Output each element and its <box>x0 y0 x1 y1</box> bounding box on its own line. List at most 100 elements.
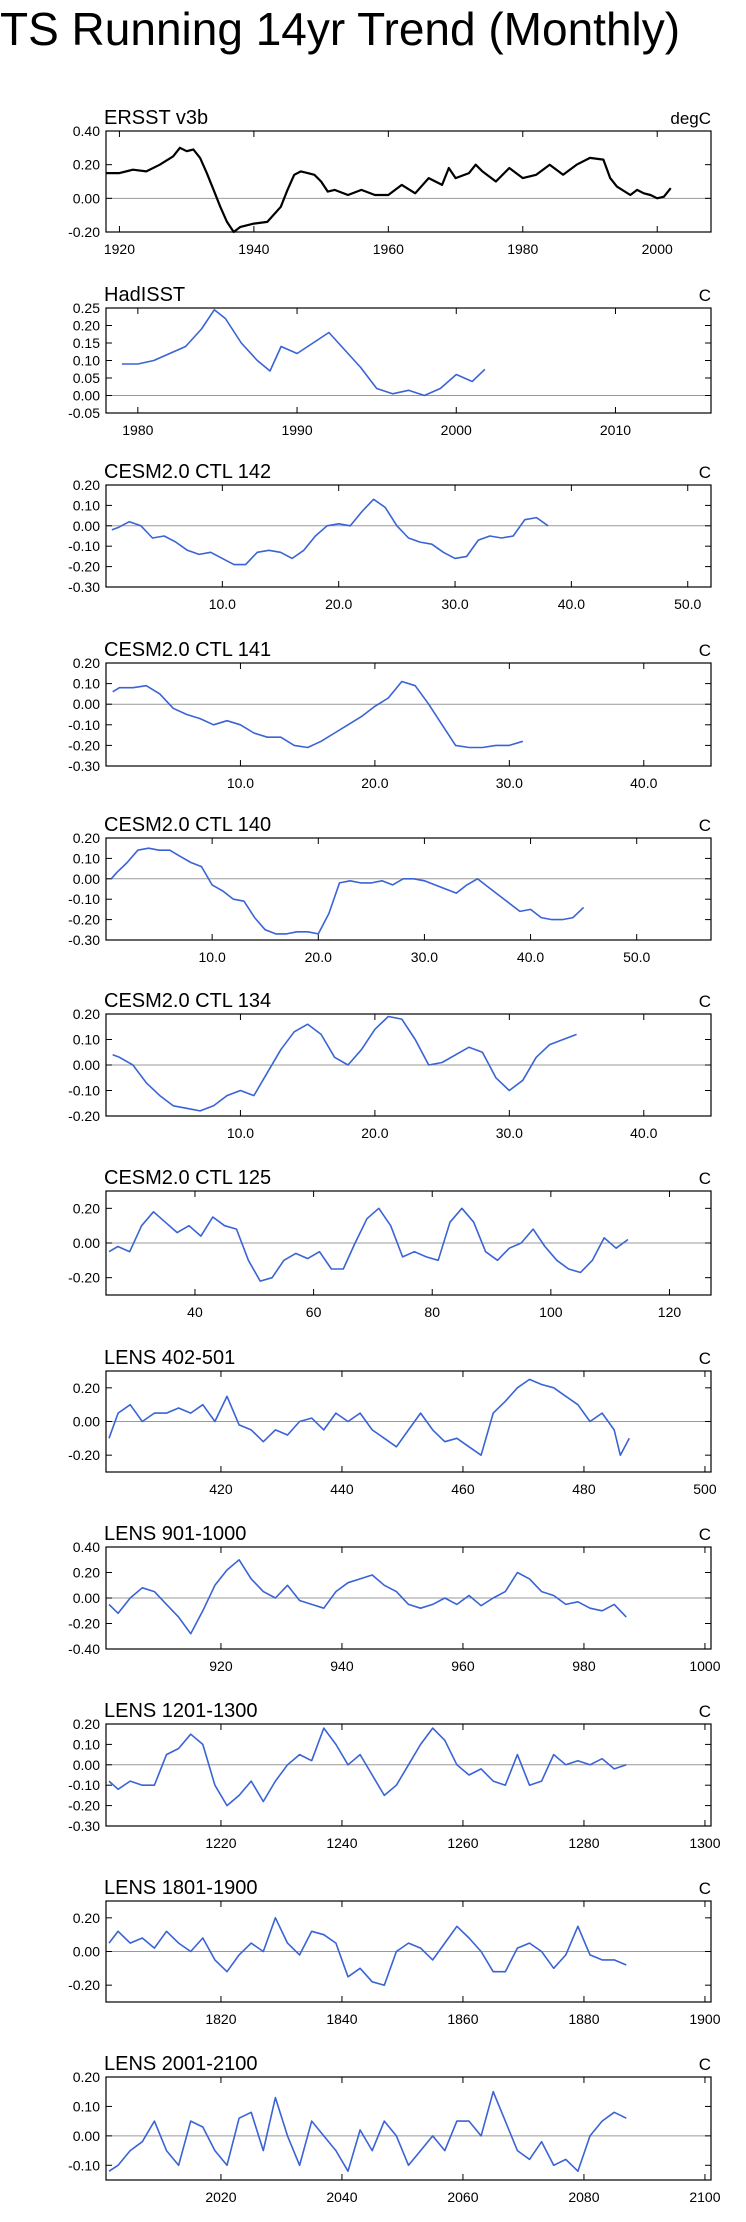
x-tick-label: 2000 <box>441 422 472 438</box>
x-tick-label: 30.0 <box>411 949 438 965</box>
x-tick-label: 80 <box>424 1304 440 1320</box>
units-label: degC <box>670 109 711 128</box>
y-tick-label: -0.20 <box>68 912 100 928</box>
x-tick-label: 20.0 <box>361 775 388 791</box>
y-tick-label: 0.20 <box>73 2069 100 2085</box>
y-tick-label: 0.20 <box>73 830 100 846</box>
x-tick-label: 20.0 <box>305 949 332 965</box>
y-tick-label: 0.00 <box>73 1944 100 1960</box>
x-tick-label: 1820 <box>205 2011 236 2027</box>
x-tick-label: 10.0 <box>199 949 226 965</box>
x-tick-label: 1260 <box>447 1835 478 1851</box>
y-tick-label: 0.10 <box>73 497 100 513</box>
x-tick-label: 2080 <box>568 2189 599 2205</box>
units-label: C <box>699 1349 711 1368</box>
y-tick-label: 0.10 <box>73 1736 100 1752</box>
x-tick-label: 1960 <box>373 241 404 257</box>
x-tick-label: 1240 <box>326 1835 357 1851</box>
plot-frame <box>105 307 712 414</box>
y-tick-label: -0.10 <box>68 717 100 733</box>
x-tick-label: 2060 <box>447 2189 478 2205</box>
y-tick-label: -0.20 <box>68 1977 100 1993</box>
x-tick-label: 960 <box>451 1658 475 1674</box>
x-tick-label: 50.0 <box>674 596 701 612</box>
x-tick-label: 10.0 <box>227 775 254 791</box>
y-tick-label: 0.15 <box>73 335 100 351</box>
x-tick-label: 40.0 <box>517 949 544 965</box>
y-tick-label: 0.25 <box>73 300 100 316</box>
y-tick-label: 0.00 <box>73 1414 100 1430</box>
plot-frame <box>105 837 712 941</box>
units-label: C <box>699 1525 711 1544</box>
y-tick-label: -0.20 <box>68 737 100 753</box>
series-line <box>108 2090 627 2172</box>
y-tick-label: 0.00 <box>73 2128 100 2144</box>
x-tick-label: 1840 <box>326 2011 357 2027</box>
x-tick-label: 2100 <box>689 2189 720 2205</box>
panel-title: LENS 1801-1900 <box>104 1877 257 1899</box>
units-label: C <box>699 2055 711 2074</box>
series-line <box>108 1559 627 1635</box>
panel-title: CESM2.0 CTL 142 <box>104 461 271 483</box>
y-tick-label: -0.30 <box>68 758 100 774</box>
x-tick-label: 1860 <box>447 2011 478 2027</box>
plot-frame <box>105 484 712 588</box>
y-tick-label: 0.20 <box>73 1200 100 1216</box>
series-line <box>108 1727 627 1807</box>
plot-frame <box>105 1723 712 1827</box>
y-tick-label: 0.20 <box>73 1910 100 1926</box>
x-tick-label: 940 <box>330 1658 354 1674</box>
y-tick-label: -0.20 <box>68 1108 100 1124</box>
y-tick-label: -0.10 <box>68 2157 100 2173</box>
y-tick-label: 0.10 <box>73 2098 100 2114</box>
x-tick-label: 1990 <box>281 422 312 438</box>
x-tick-label: 500 <box>693 1481 717 1497</box>
x-tick-label: 30.0 <box>441 596 468 612</box>
plot-frame <box>105 130 712 233</box>
y-tick-label: 0.10 <box>73 1032 100 1048</box>
x-tick-label: 40.0 <box>630 775 657 791</box>
x-tick-label: 1900 <box>689 2011 720 2027</box>
x-tick-label: 1980 <box>122 422 153 438</box>
x-tick-label: 2000 <box>642 241 673 257</box>
panel-title: ERSST v3b <box>104 107 208 129</box>
y-tick-label: -0.10 <box>68 891 100 907</box>
y-tick-label: 0.00 <box>73 190 100 206</box>
plot-frame <box>105 662 712 767</box>
units-label: C <box>699 1879 711 1898</box>
x-tick-label: 1300 <box>689 1835 720 1851</box>
y-tick-label: 0.20 <box>73 655 100 671</box>
units-label: C <box>699 816 711 835</box>
y-tick-label: -0.30 <box>68 932 100 948</box>
x-tick-label: 980 <box>572 1658 596 1674</box>
x-tick-label: 60 <box>306 1304 322 1320</box>
y-tick-label: -0.20 <box>68 559 100 575</box>
units-label: C <box>699 1169 711 1188</box>
series-line <box>121 308 486 397</box>
x-tick-label: 20.0 <box>361 1125 388 1141</box>
y-tick-label: 0.20 <box>73 1380 100 1396</box>
x-tick-label: 480 <box>572 1481 596 1497</box>
x-tick-label: 100 <box>539 1304 563 1320</box>
x-tick-label: 30.0 <box>496 1125 523 1141</box>
series-line <box>108 1207 629 1282</box>
series-line <box>106 146 672 234</box>
y-tick-label: -0.10 <box>68 1777 100 1793</box>
y-tick-label: -0.20 <box>68 1616 100 1632</box>
panel-title: LENS 1201-1300 <box>104 1700 257 1722</box>
x-tick-label: 50.0 <box>623 949 650 965</box>
y-tick-label: 0.20 <box>73 1565 100 1581</box>
series-line <box>112 680 524 749</box>
y-tick-label: -0.20 <box>68 1447 100 1463</box>
x-tick-label: 440 <box>330 1481 354 1497</box>
x-tick-label: 420 <box>209 1481 233 1497</box>
panel-title: CESM2.0 CTL 141 <box>104 639 271 661</box>
y-tick-label: 0.20 <box>73 318 100 334</box>
series-line <box>108 1917 627 1986</box>
y-tick-label: 0.40 <box>73 1539 100 1555</box>
x-tick-label: 10.0 <box>209 596 236 612</box>
series-line <box>111 498 549 566</box>
panel-title: LENS 2001-2100 <box>104 2053 257 2075</box>
units-label: C <box>699 641 711 660</box>
panel-title: HadISST <box>104 284 185 306</box>
